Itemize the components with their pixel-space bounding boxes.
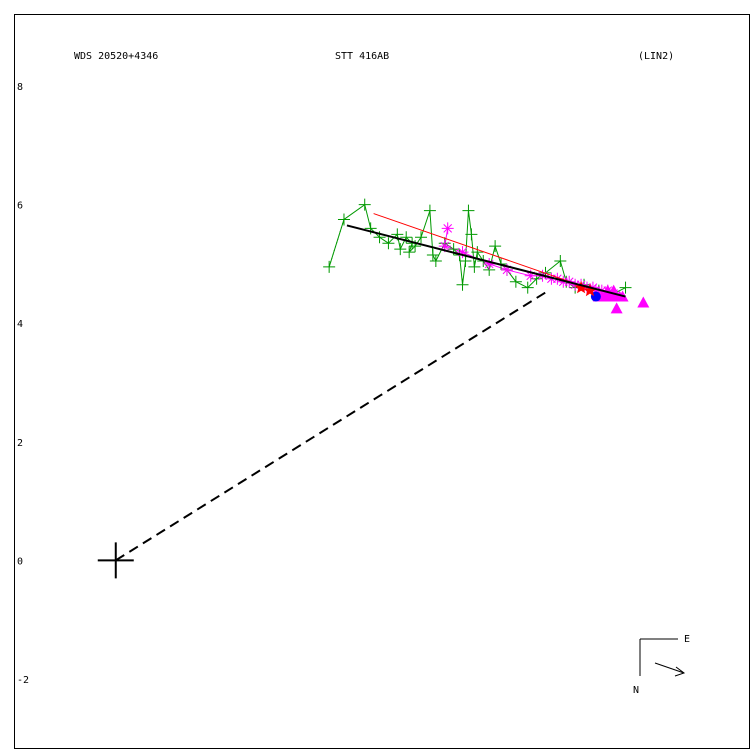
compass-north-label: N bbox=[633, 685, 639, 696]
micrometer-point bbox=[521, 281, 534, 294]
primary-star-marker bbox=[97, 542, 134, 579]
plot-frame bbox=[14, 14, 750, 749]
dashed-line bbox=[115, 289, 549, 562]
speckle-point bbox=[456, 246, 469, 259]
y-tick-label: 8 bbox=[17, 82, 23, 93]
y-tick-label: 0 bbox=[17, 556, 23, 567]
micrometer-point bbox=[456, 278, 469, 291]
motion-arrowhead-icon bbox=[674, 666, 686, 677]
micrometer-point bbox=[462, 204, 475, 217]
header-system-name: STT 416AB bbox=[335, 51, 389, 62]
star-point bbox=[583, 283, 597, 297]
red-orbit-line bbox=[373, 213, 588, 289]
header-reference: (LIN2) bbox=[638, 51, 674, 62]
y-tick-label: 2 bbox=[17, 438, 23, 449]
micrometer-point bbox=[509, 275, 522, 288]
y-tick-label: 4 bbox=[17, 319, 23, 330]
micrometer-point bbox=[323, 260, 336, 273]
micrometer-point bbox=[415, 231, 428, 244]
compass-east-label: E bbox=[684, 634, 690, 645]
micrometer-point bbox=[358, 198, 371, 211]
y-axis-tick-labels: 8 6 4 2 0 -2 bbox=[17, 82, 29, 686]
micrometer-point bbox=[337, 213, 350, 226]
speckle-point bbox=[500, 263, 513, 276]
micrometer-point bbox=[382, 237, 395, 250]
micrometer-point bbox=[426, 249, 439, 262]
interferometric-point bbox=[637, 296, 650, 308]
micrometer-point bbox=[489, 240, 502, 253]
micrometer-point bbox=[429, 254, 442, 267]
header-wds-id: WDS 20520+4346 bbox=[74, 51, 158, 62]
speckle-point bbox=[524, 269, 537, 282]
y-tick-label: -2 bbox=[17, 675, 29, 686]
micrometer-point bbox=[465, 228, 478, 241]
star-point bbox=[574, 280, 588, 294]
primary-cross-icon bbox=[97, 542, 134, 579]
micrometer-point bbox=[423, 204, 436, 217]
micrometer-point bbox=[403, 246, 416, 259]
fit-line bbox=[346, 224, 626, 298]
speckle-point bbox=[438, 240, 451, 253]
interferometric-point bbox=[610, 302, 623, 314]
y-tick-label: 6 bbox=[17, 201, 23, 212]
micrometer-point bbox=[459, 254, 472, 267]
micrometer-point bbox=[394, 243, 407, 256]
speckle-point bbox=[441, 222, 454, 235]
micrometer-point bbox=[471, 246, 484, 259]
speckle-point bbox=[483, 257, 496, 270]
micrometer-point bbox=[468, 260, 481, 273]
motion-arrow-icon bbox=[654, 662, 685, 674]
micrometer-point bbox=[619, 281, 632, 294]
compass: E N bbox=[633, 634, 690, 696]
micrometer-point bbox=[554, 254, 567, 267]
